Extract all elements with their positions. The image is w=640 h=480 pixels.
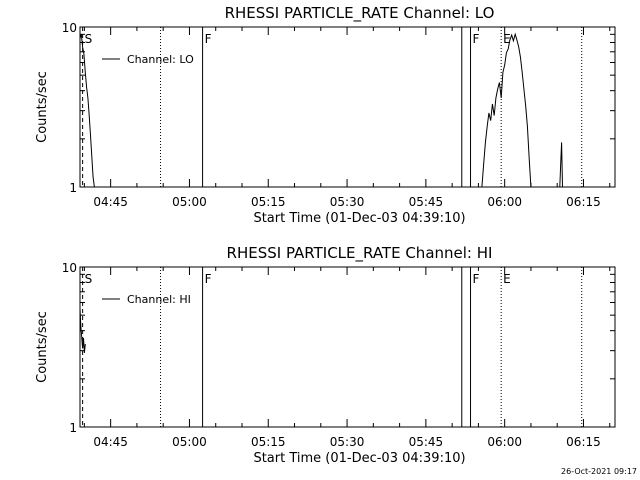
chart-title: RHESSI PARTICLE_RATE Channel: LO — [225, 4, 495, 23]
x-tick-label: 05:45 — [409, 195, 444, 209]
x-tick-label: 06:00 — [487, 195, 522, 209]
data-series-line — [79, 308, 86, 354]
x-tick-label: 05:30 — [330, 435, 365, 449]
plot-panel-0 — [79, 26, 616, 188]
x-tick-label: 05:15 — [251, 435, 286, 449]
x-tick-label: 04:45 — [93, 195, 128, 209]
footer-timestamp: 26-Oct-2021 09:17 — [561, 467, 637, 476]
data-series-line — [559, 142, 563, 188]
plot-panel-1 — [79, 266, 616, 428]
event-marker-label: E — [503, 272, 511, 286]
legend-label: Channel: LO — [127, 53, 194, 66]
x-axis-label: Start Time (01-Dec-03 04:39:10) — [253, 211, 465, 226]
x-tick-label: 05:15 — [251, 195, 286, 209]
y-tick-label: 1 — [69, 181, 77, 195]
event-marker-label: F — [205, 272, 212, 286]
y-tick-label: 10 — [62, 261, 77, 275]
event-marker-label: E — [503, 32, 511, 46]
event-marker-label: S — [85, 272, 93, 286]
y-axis-label: Counts/sec — [35, 71, 50, 143]
x-tick-label: 04:45 — [93, 435, 128, 449]
data-series-line — [481, 32, 532, 188]
x-tick-label: 05:45 — [409, 435, 444, 449]
x-tick-label: 05:30 — [330, 195, 365, 209]
y-tick-label: 10 — [62, 21, 77, 35]
x-tick-label: 06:00 — [487, 435, 522, 449]
x-tick-label: 05:00 — [172, 195, 207, 209]
x-axis-label: Start Time (01-Dec-03 04:39:10) — [253, 451, 465, 466]
data-series-line — [79, 34, 95, 188]
event-marker-label: F — [473, 272, 480, 286]
x-tick-label: 06:15 — [566, 435, 601, 449]
y-tick-label: 1 — [69, 421, 77, 435]
event-marker-label: S — [85, 32, 93, 46]
legend-label: Channel: HI — [127, 293, 191, 306]
event-marker-label: F — [205, 32, 212, 46]
x-tick-label: 06:15 — [566, 195, 601, 209]
event-marker-label: F — [473, 32, 480, 46]
chart-title: RHESSI PARTICLE_RATE Channel: HI — [227, 244, 493, 263]
x-tick-label: 05:00 — [172, 435, 207, 449]
y-axis-label: Counts/sec — [35, 311, 50, 383]
